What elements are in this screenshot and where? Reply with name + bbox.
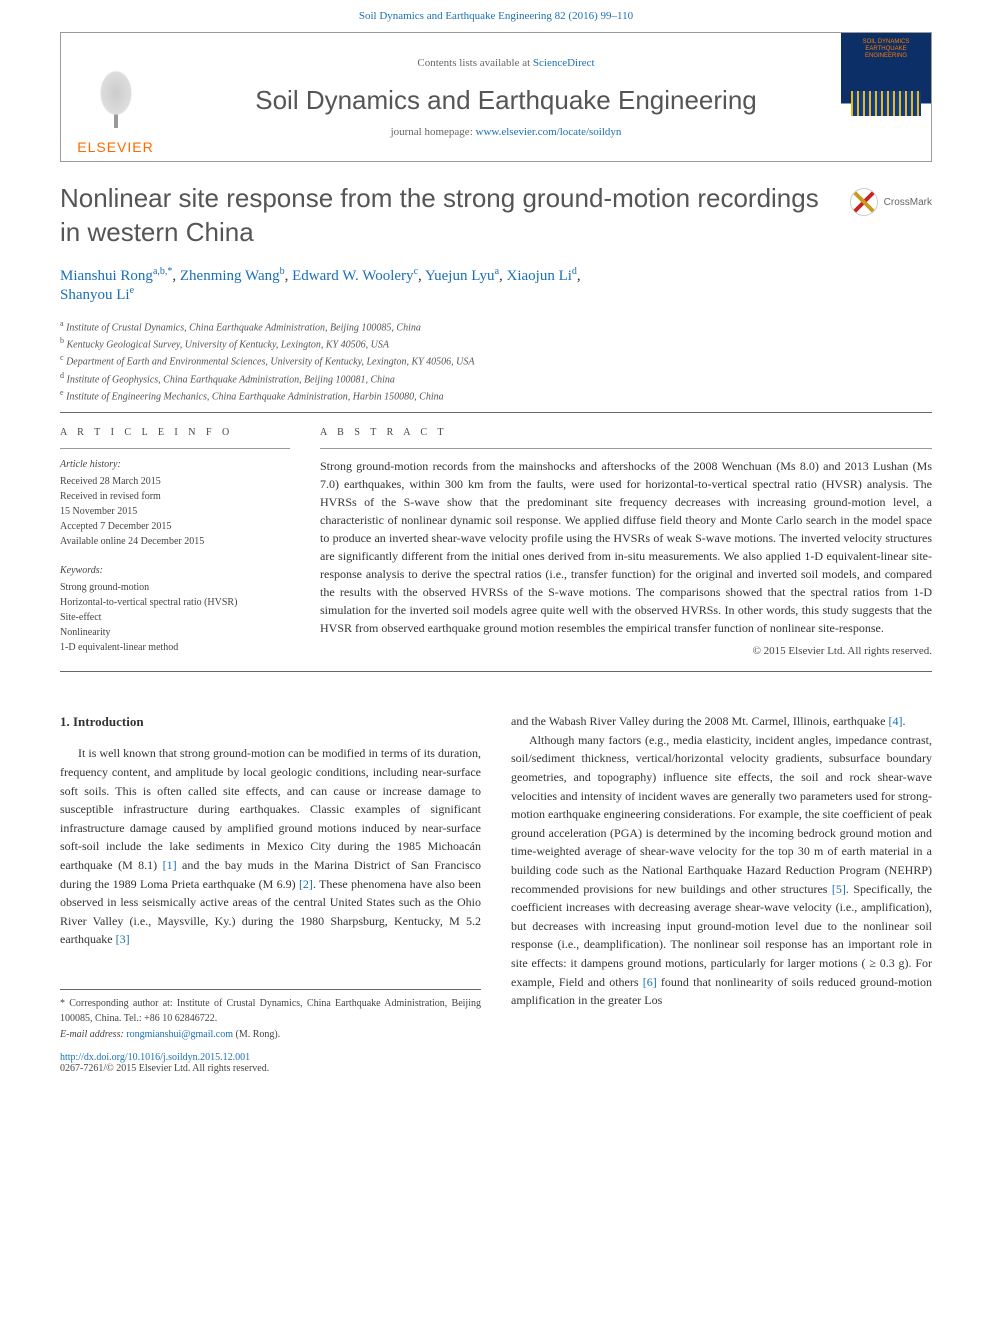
- top-citation: Soil Dynamics and Earthquake Engineering…: [0, 0, 992, 26]
- author[interactable]: Xiaojun Li: [507, 268, 572, 284]
- copyright: © 2015 Elsevier Ltd. All rights reserved…: [320, 645, 932, 657]
- text: It is well known that strong ground-moti…: [60, 746, 481, 872]
- text: Although many factors (e.g., media elast…: [511, 733, 932, 896]
- crossmark-icon: [850, 188, 878, 216]
- history-label: Article history:: [60, 457, 290, 472]
- ref-link[interactable]: [2]: [299, 877, 313, 891]
- paragraph: It is well known that strong ground-moti…: [60, 744, 481, 949]
- cover-thumb-title: SOIL DYNAMICS EARTHQUAKE ENGINEERING: [845, 39, 927, 61]
- keywords-label: Keywords:: [60, 563, 290, 578]
- sciencedirect-link[interactable]: ScienceDirect: [533, 57, 595, 69]
- abstract-heading: A B S T R A C T: [320, 427, 932, 438]
- aff-key: b: [60, 336, 64, 345]
- bottom-publication-info: http://dx.doi.org/10.1016/j.soildyn.2015…: [0, 1042, 992, 1104]
- elsevier-tree-icon: [86, 65, 146, 135]
- email-suffix: (M. Rong).: [233, 1029, 280, 1040]
- history-text: Received 28 March 2015 Received in revis…: [60, 474, 290, 549]
- column-right: and the Wabash River Valley during the 2…: [511, 712, 932, 1042]
- crossmark-text: CrossMark: [884, 197, 932, 208]
- cover-wave-icon: [851, 91, 921, 116]
- author-aff-marker: e: [130, 285, 134, 296]
- article-title: Nonlinear site response from the strong …: [60, 182, 830, 250]
- sep: ,: [418, 268, 425, 284]
- sep: ,: [577, 268, 581, 284]
- text: . Specifically, the coefficient increase…: [511, 882, 932, 989]
- homepage-link[interactable]: www.elsevier.com/locate/soildyn: [476, 126, 622, 138]
- doi-link[interactable]: http://dx.doi.org/10.1016/j.soildyn.2015…: [60, 1052, 250, 1063]
- footnotes: * Corresponding author at: Institute of …: [60, 989, 481, 1043]
- contents-prefix: Contents lists available at: [417, 57, 532, 69]
- affiliation: e Institute of Engineering Mechanics, Ch…: [60, 387, 932, 404]
- author-list: Mianshui Ronga,b,*, Zhenming Wangb, Edwa…: [60, 266, 932, 304]
- author[interactable]: Shanyou Li: [60, 287, 130, 303]
- abstract-text: Strong ground-motion records from the ma…: [320, 457, 932, 637]
- aff-text: Institute of Crustal Dynamics, China Ear…: [66, 322, 421, 333]
- rule: [60, 412, 932, 413]
- aff-text: Department of Earth and Environmental Sc…: [66, 357, 474, 368]
- text: .: [903, 714, 906, 728]
- text: and the Wabash River Valley during the 2…: [511, 714, 889, 728]
- aff-text: Institute of Geophysics, China Earthquak…: [67, 374, 395, 385]
- aff-text: Institute of Engineering Mechanics, Chin…: [66, 391, 444, 402]
- paragraph: and the Wabash River Valley during the 2…: [511, 712, 932, 731]
- author[interactable]: Yuejun Lyu: [425, 268, 495, 284]
- ref-link[interactable]: [3]: [116, 932, 130, 946]
- sep: ,: [499, 268, 507, 284]
- aff-key: c: [60, 353, 64, 362]
- rule: [60, 671, 932, 672]
- homepage-prefix: journal homepage:: [391, 126, 476, 138]
- crossmark-badge[interactable]: CrossMark: [850, 182, 932, 216]
- email-line: E-mail address: rongmianshui@gmail.com (…: [60, 1027, 481, 1043]
- ref-link[interactable]: [1]: [163, 858, 177, 872]
- author[interactable]: Zhenming Wang: [180, 268, 280, 284]
- author-aff-marker: a,b,: [153, 266, 167, 277]
- author[interactable]: Mianshui Rong: [60, 268, 153, 284]
- keywords-text: Strong ground-motion Horizontal-to-verti…: [60, 580, 290, 655]
- author[interactable]: Edward W. Woolery: [292, 268, 413, 284]
- issn-line: 0267-7261/© 2015 Elsevier Ltd. All right…: [60, 1063, 269, 1074]
- journal-homepage-line: journal homepage: www.elsevier.com/locat…: [171, 126, 841, 138]
- header-center: Contents lists available at ScienceDirec…: [171, 33, 841, 161]
- rule: [60, 448, 290, 449]
- aff-key: a: [60, 319, 64, 328]
- contents-list-line: Contents lists available at ScienceDirec…: [171, 57, 841, 69]
- aff-key: e: [60, 388, 64, 397]
- article-info: A R T I C L E I N F O Article history: R…: [60, 427, 290, 657]
- affiliation: d Institute of Geophysics, China Earthqu…: [60, 370, 932, 387]
- top-citation-link[interactable]: Soil Dynamics and Earthquake Engineering…: [359, 10, 633, 22]
- affiliation: a Institute of Crustal Dynamics, China E…: [60, 318, 932, 335]
- ref-link[interactable]: [4]: [889, 714, 903, 728]
- journal-name: Soil Dynamics and Earthquake Engineering: [171, 85, 841, 116]
- ref-link[interactable]: [5]: [832, 882, 846, 896]
- journal-cover-thumb: SOIL DYNAMICS EARTHQUAKE ENGINEERING: [841, 33, 931, 161]
- abstract: A B S T R A C T Strong ground-motion rec…: [320, 427, 932, 657]
- journal-header: ELSEVIER Contents lists available at Sci…: [60, 32, 932, 162]
- affiliation: c Department of Earth and Environmental …: [60, 352, 932, 369]
- section-heading: 1. Introduction: [60, 712, 481, 732]
- body-columns: 1. Introduction It is well known that st…: [0, 712, 992, 1042]
- info-heading: A R T I C L E I N F O: [60, 427, 290, 438]
- corresponding-note: * Corresponding author at: Institute of …: [60, 996, 481, 1027]
- rule: [320, 448, 932, 449]
- paragraph: Although many factors (e.g., media elast…: [511, 731, 932, 1010]
- email-link[interactable]: rongmianshui@gmail.com: [126, 1029, 233, 1040]
- sep: ,: [172, 268, 180, 284]
- aff-text: Kentucky Geological Survey, University o…: [67, 339, 389, 350]
- column-left: 1. Introduction It is well known that st…: [60, 712, 481, 1042]
- email-label: E-mail address:: [60, 1029, 126, 1040]
- aff-key: d: [60, 371, 64, 380]
- publisher-name: ELSEVIER: [77, 139, 153, 155]
- ref-link[interactable]: [6]: [643, 975, 657, 989]
- affiliations: a Institute of Crustal Dynamics, China E…: [60, 318, 932, 405]
- affiliation: b Kentucky Geological Survey, University…: [60, 335, 932, 352]
- publisher-logo: ELSEVIER: [61, 33, 171, 161]
